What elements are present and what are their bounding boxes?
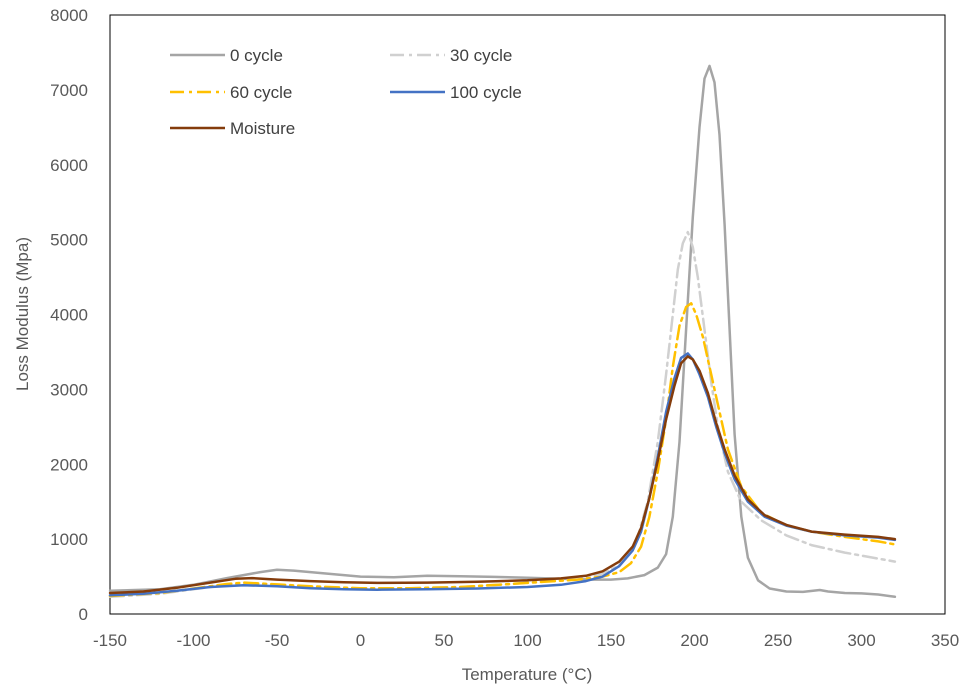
x-tick-label: 50 bbox=[435, 631, 454, 650]
x-tick-label: 300 bbox=[847, 631, 875, 650]
y-tick-label: 1000 bbox=[50, 530, 88, 549]
series-lines bbox=[108, 64, 897, 599]
x-tick-label: -100 bbox=[176, 631, 210, 650]
y-tick-label: 5000 bbox=[50, 231, 88, 250]
legend-label: Moisture bbox=[230, 119, 295, 138]
x-tick-label: -150 bbox=[93, 631, 127, 650]
y-tick-label: 8000 bbox=[50, 6, 88, 25]
legend-label: 30 cycle bbox=[450, 46, 512, 65]
x-tick-labels: -150 -100 -50 0 50 100 150 200 250 300 350 bbox=[93, 631, 959, 650]
legend-label: 0 cycle bbox=[230, 46, 283, 65]
x-tick-label: 0 bbox=[356, 631, 365, 650]
series-line-4 bbox=[108, 352, 897, 597]
legend-label: 100 cycle bbox=[450, 83, 522, 102]
legend-label: 60 cycle bbox=[230, 83, 292, 102]
x-tick-label: 250 bbox=[764, 631, 792, 650]
x-tick-label: -50 bbox=[265, 631, 290, 650]
y-axis-title: Loss Modulus (Mpa) bbox=[13, 237, 32, 391]
x-axis-title: Temperature (°C) bbox=[462, 665, 593, 684]
y-tick-label: 4000 bbox=[50, 306, 88, 325]
y-tick-label: 2000 bbox=[50, 455, 88, 474]
x-tick-label: 150 bbox=[597, 631, 625, 650]
series-line-3 bbox=[108, 302, 897, 598]
x-tick-label: 350 bbox=[931, 631, 959, 650]
x-tick-label: 100 bbox=[513, 631, 541, 650]
series-line-5 bbox=[108, 355, 897, 595]
series-line-2 bbox=[108, 230, 897, 599]
series-line-1 bbox=[108, 64, 897, 599]
plot-area-border bbox=[109, 14, 946, 615]
y-tick-label: 0 bbox=[79, 605, 88, 624]
y-tick-label: 3000 bbox=[50, 380, 88, 399]
y-tick-label: 7000 bbox=[50, 81, 88, 100]
legend: 0 cycle 30 cycle 60 cycle 100 cycle Moisture bbox=[170, 46, 522, 138]
y-tick-labels: 0 1000 2000 3000 4000 5000 6000 7000 8000 bbox=[50, 6, 88, 624]
x-tick-label: 200 bbox=[680, 631, 708, 650]
y-tick-label: 6000 bbox=[50, 156, 88, 175]
